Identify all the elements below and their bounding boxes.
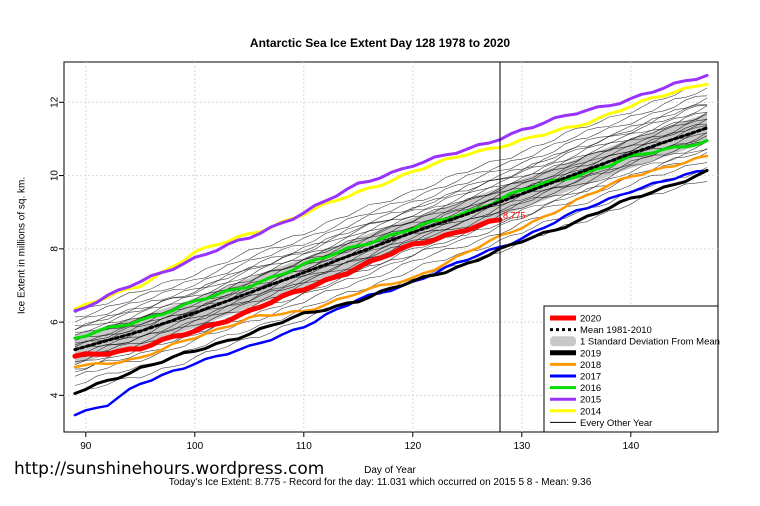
watermark-url: http://sunshinehours.wordpress.com	[14, 459, 325, 479]
legend-label: 2017	[580, 372, 601, 383]
series-line-2015	[73, 73, 709, 313]
series-line-2017	[73, 169, 709, 417]
x-tick-label: 100	[186, 441, 203, 452]
x-tick-label: 140	[622, 441, 639, 452]
y-axis: 4 6 8 10 12	[50, 96, 64, 398]
every-other-year-line	[74, 95, 708, 323]
legend-label: 2015	[580, 395, 601, 406]
x-axis: 90 100 110 120 130 140	[80, 432, 640, 452]
footer-summary: Today's Ice Extent: 8.775 - Record for t…	[168, 477, 592, 488]
x-tick-label: 120	[404, 441, 421, 452]
every-other-year-line	[74, 112, 708, 336]
series-line-2020	[72, 217, 503, 359]
y-tick-label: 4	[50, 392, 61, 398]
legend-label: 2019	[580, 348, 601, 359]
x-tick-label: 90	[80, 441, 92, 452]
legend-label: 2018	[580, 360, 601, 371]
every-other-year-line	[74, 87, 708, 318]
every-other-year-line	[74, 152, 708, 373]
x-axis-label: Day of Year	[364, 465, 416, 476]
series-line-2019	[73, 168, 709, 395]
every-other-year-line	[74, 140, 708, 358]
y-tick-label: 8	[50, 246, 61, 252]
x-tick-label: 110	[296, 441, 312, 452]
legend-label: 2016	[580, 383, 601, 394]
y-tick-label: 6	[50, 319, 61, 325]
every-other-year-line	[74, 105, 708, 333]
sd-band	[74, 113, 708, 365]
every-other-year-line	[74, 84, 708, 313]
plot-frame	[63, 61, 719, 433]
background-years	[74, 84, 708, 394]
series-line-2018	[73, 154, 709, 369]
every-other-year-line	[74, 104, 708, 330]
y-tick-label: 12	[50, 96, 61, 108]
sd-band-area	[74, 113, 708, 365]
legend-label: Mean 1981-2010	[580, 325, 652, 336]
y-axis-label: Ice Extent in millions of sq. km.	[16, 176, 28, 315]
legend-label: 1 Standard Deviation From Mean	[580, 337, 720, 348]
every-other-year-line	[74, 104, 708, 330]
every-other-year-line	[74, 119, 708, 341]
x-tick-label: 130	[513, 441, 530, 452]
series-lines	[72, 73, 709, 417]
legend-label: 2014	[580, 406, 601, 417]
every-other-year-line	[74, 162, 708, 377]
every-other-year-line	[74, 97, 708, 326]
legend-swatch	[550, 336, 576, 347]
legend-label: 2020	[580, 314, 601, 325]
series-line-2014	[73, 82, 709, 311]
chart-title: Antarctic Sea Ice Extent Day 128 1978 to…	[249, 36, 511, 50]
current-value-label: 8.775	[503, 210, 526, 220]
series-line-mean-1981-2010	[73, 126, 709, 352]
every-other-year-line	[74, 124, 708, 348]
every-other-year-line	[74, 135, 708, 358]
y-tick-label: 10	[50, 170, 61, 182]
series-line-2016	[73, 139, 709, 340]
every-other-year-line	[74, 132, 708, 355]
legend-label: Every Other Year	[580, 418, 652, 429]
current-day-marker: 8.775	[499, 62, 526, 432]
